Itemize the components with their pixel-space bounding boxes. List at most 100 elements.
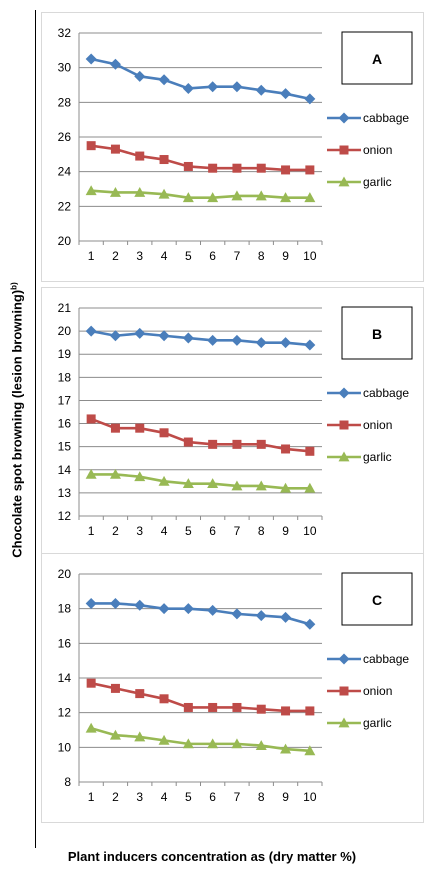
legend-label: cabbage xyxy=(363,111,409,125)
data-point-onion xyxy=(183,702,193,712)
data-point-cabbage xyxy=(182,603,194,615)
data-point-cabbage xyxy=(304,93,316,105)
y-tick-label: 19 xyxy=(58,347,72,361)
y-tick-label: 15 xyxy=(58,440,72,454)
data-point-onion xyxy=(86,414,96,424)
data-point-garlic xyxy=(182,478,194,489)
x-tick-label: 10 xyxy=(303,249,317,263)
data-point-garlic xyxy=(280,482,292,493)
panel-label: B xyxy=(372,326,382,342)
data-point-garlic xyxy=(255,480,267,491)
data-point-garlic xyxy=(304,745,316,756)
x-tick-label: 3 xyxy=(136,790,143,804)
x-tick-label: 8 xyxy=(258,524,265,538)
series-line-garlic xyxy=(90,727,310,753)
y-tick-label: 22 xyxy=(58,199,72,213)
data-point-onion xyxy=(86,141,96,151)
data-point-cabbage xyxy=(280,611,292,623)
data-point-cabbage xyxy=(231,608,243,620)
y-tick-label: 32 xyxy=(58,26,72,40)
x-tick-label: 8 xyxy=(258,790,265,804)
legend-label: onion xyxy=(363,684,392,698)
data-point-garlic xyxy=(304,482,316,493)
data-point-cabbage xyxy=(134,70,146,82)
y-tick-label: 14 xyxy=(58,463,72,477)
x-tick-label: 5 xyxy=(185,249,192,263)
y-tick-label: 17 xyxy=(58,393,72,407)
x-tick-label: 9 xyxy=(282,524,289,538)
y-tick-label: 8 xyxy=(64,775,71,789)
x-tick-label: 7 xyxy=(234,249,241,263)
data-point-cabbage xyxy=(255,84,267,96)
data-point-onion xyxy=(159,694,169,704)
data-point-onion xyxy=(86,678,96,688)
data-point-onion xyxy=(305,706,315,716)
legend-label: garlic xyxy=(363,450,392,464)
data-point-onion xyxy=(110,423,120,433)
x-axis-title: Plant inducers concentration as (dry mat… xyxy=(67,849,357,864)
data-point-garlic xyxy=(134,471,146,482)
data-point-garlic xyxy=(85,722,97,733)
data-point-cabbage xyxy=(280,88,292,100)
y-tick-label: 30 xyxy=(58,61,72,75)
data-point-cabbage xyxy=(85,53,97,65)
series-cabbage xyxy=(85,325,316,351)
x-tick-label: 6 xyxy=(209,524,216,538)
y-tick-label: 20 xyxy=(58,567,72,581)
series-cabbage xyxy=(85,53,316,105)
y-tick-label: 28 xyxy=(58,95,72,109)
data-point-onion xyxy=(281,706,291,716)
data-point-onion xyxy=(208,439,218,449)
y-axis-title-superscript: b) xyxy=(9,282,19,290)
x-tick-label: 9 xyxy=(282,249,289,263)
x-tick-label: 9 xyxy=(282,790,289,804)
series-line-garlic xyxy=(91,189,310,199)
x-tick-label: 7 xyxy=(234,790,241,804)
series-onion xyxy=(86,414,315,456)
y-tick-label: 16 xyxy=(58,417,72,431)
data-point-cabbage xyxy=(231,81,243,93)
data-point-garlic xyxy=(134,186,146,197)
legend-item-onion: onion xyxy=(327,684,392,698)
data-point-cabbage xyxy=(255,337,267,349)
x-tick-label: 2 xyxy=(112,524,119,538)
data-point-cabbage xyxy=(280,337,292,349)
data-point-onion xyxy=(159,155,169,165)
panel-label-box xyxy=(341,572,413,626)
data-point-garlic xyxy=(109,468,121,479)
data-point-garlic xyxy=(304,192,316,203)
data-point-cabbage xyxy=(85,325,97,337)
panel-label-box xyxy=(341,31,413,85)
data-point-onion xyxy=(232,439,242,449)
figure-left-axis-line xyxy=(35,10,36,848)
x-tick-label: 1 xyxy=(88,790,95,804)
panel-label: A xyxy=(372,51,382,67)
legend-marker xyxy=(338,112,350,124)
series-cabbage xyxy=(85,597,316,630)
panel-label-box xyxy=(341,306,413,360)
legend-label: garlic xyxy=(363,175,392,189)
data-point-garlic xyxy=(207,192,219,203)
data-point-onion xyxy=(256,439,266,449)
data-point-onion xyxy=(135,423,145,433)
panel-label: C xyxy=(372,592,382,608)
legend-marker xyxy=(338,387,350,399)
y-tick-label: 16 xyxy=(58,636,72,650)
legend-marker xyxy=(338,717,350,728)
series-line-cabbage xyxy=(91,602,311,626)
legend-item-garlic: garlic xyxy=(327,716,392,730)
x-tick-label: 4 xyxy=(161,790,168,804)
data-point-garlic xyxy=(85,185,97,196)
legend-item-onion: onion xyxy=(327,143,392,157)
x-tick-label: 3 xyxy=(136,524,143,538)
y-tick-label: 13 xyxy=(58,486,72,500)
x-tick-label: 6 xyxy=(209,249,216,263)
series-line-cabbage xyxy=(90,57,311,101)
data-point-garlic xyxy=(85,468,97,479)
series-line-cabbage xyxy=(90,329,310,347)
data-point-cabbage xyxy=(207,334,219,346)
y-tick-label: 26 xyxy=(58,130,72,144)
